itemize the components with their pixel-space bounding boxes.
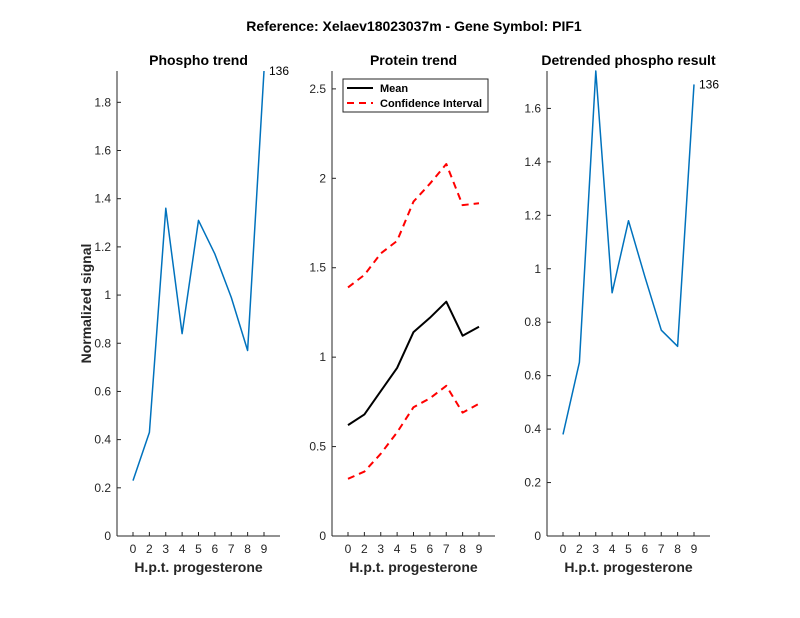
detrended-phospho-panel: Detrended phospho result H.p.t. progeste… — [524, 52, 719, 575]
detrended-phospho-xtick-label: 0 — [560, 542, 567, 556]
protein-trend-ytick-label: 0 — [319, 529, 326, 543]
detrended-phospho-xtick-label: 9 — [691, 542, 698, 556]
protein-trend-title: Protein trend — [370, 52, 457, 68]
phospho-trend-xtick-label: 7 — [228, 542, 235, 556]
protein-trend-xtick-label: 2 — [361, 542, 368, 556]
legend-mean-label: Mean — [380, 83, 408, 95]
protein-trend-panel: Protein trend H.p.t. progesterone 0 0.5 1 1… — [309, 52, 495, 575]
phospho-trend-xtick-label: 3 — [162, 542, 169, 556]
phospho-trend-ytick-label: 1 — [104, 288, 111, 302]
ci-lower-line — [347, 384, 480, 480]
phospho-trend-ytick-label: 1.8 — [94, 95, 111, 109]
phospho-trend-ytick-label: 0.6 — [94, 384, 111, 398]
phospho-trend-ytick-label: 1.6 — [94, 144, 111, 158]
protein-trend-xtick-label: 8 — [459, 542, 466, 556]
detrended-phospho-ytick-label: 1.6 — [524, 101, 541, 115]
protein-trend-xtick-label: 6 — [427, 542, 434, 556]
phospho-trend-ytick-label: 0.4 — [94, 433, 111, 447]
detrended-phospho-ytick-label: 0.8 — [524, 315, 541, 329]
phospho-trend-ytick-label: 1.4 — [94, 192, 111, 206]
detrended-phospho-xtick-label: 7 — [658, 542, 665, 556]
phospho-trend-ytick-label: 0.2 — [94, 481, 111, 495]
protein-trend-ytick-label: 0.5 — [309, 440, 326, 454]
protein-trend-xtick-label: 4 — [394, 542, 401, 556]
protein-trend-xtick-label: 5 — [410, 542, 417, 556]
phospho-trend-ytick-label: 0 — [104, 529, 111, 543]
legend-ci-label: Confidence Interval — [380, 98, 482, 110]
detrended-phospho-ytick-label: 0 — [534, 529, 541, 543]
detrended-phospho-ytick-label: 0.4 — [524, 422, 541, 436]
phospho-trend-xtick-label: 0 — [130, 542, 137, 556]
phospho-trend-xtick-label: 2 — [146, 542, 153, 556]
phospho-trend-line — [132, 70, 265, 481]
detrended-phospho-xtick-label: 5 — [625, 542, 632, 556]
detrended-phospho-xtick-label: 3 — [592, 542, 599, 556]
detrended-phospho-line — [562, 70, 695, 435]
protein-trend-xtick-label: 3 — [377, 542, 384, 556]
detrended-phospho-ytick-label: 1.2 — [524, 208, 541, 222]
protein-trend-xtick-label: 7 — [443, 542, 450, 556]
figure-title: Reference: Xelaev18023037m - Gene Symbol… — [246, 18, 582, 34]
phospho-trend-ytick-label: 0.8 — [94, 336, 111, 350]
protein-trend-xtick-label: 9 — [476, 542, 483, 556]
protein-trend-legend: Mean Confidence Interval — [342, 78, 489, 113]
detrended-phospho-title: Detrended phospho result — [541, 52, 716, 68]
phospho-trend-xtick-label: 5 — [195, 542, 202, 556]
protein-trend-ytick-label: 1 — [319, 350, 326, 364]
detrended-phospho-xlabel: H.p.t. progesterone — [564, 559, 693, 575]
ci-upper-line — [347, 163, 480, 289]
detrended-phospho-ytick-label: 1.4 — [524, 155, 541, 169]
phospho-trend-xtick-label: 8 — [244, 542, 251, 556]
detrended-phospho-xtick-label: 4 — [609, 542, 616, 556]
phospho-trend-ylabel: Normalized signal — [78, 244, 94, 364]
detrended-phospho-ytick-label: 0.2 — [524, 476, 541, 490]
detrended-phospho-xtick-label: 2 — [576, 542, 583, 556]
phospho-trend-annotation: 136 — [269, 64, 289, 78]
mean-line — [347, 300, 480, 426]
protein-trend-ytick-label: 1.5 — [309, 261, 326, 275]
phospho-trend-panel: Phospho trend H.p.t. progesterone Normal… — [78, 52, 289, 575]
detrended-phospho-ytick-label: 1 — [534, 262, 541, 276]
protein-trend-xlabel: H.p.t. progesterone — [349, 559, 478, 575]
detrended-phospho-annotation: 136 — [699, 77, 719, 91]
phospho-trend-title: Phospho trend — [149, 52, 248, 68]
protein-trend-ytick-label: 2 — [319, 171, 326, 185]
detrended-phospho-xtick-label: 6 — [642, 542, 649, 556]
detrended-phospho-ytick-label: 0.6 — [524, 369, 541, 383]
phospho-trend-xtick-label: 4 — [179, 542, 186, 556]
protein-trend-xtick-label: 0 — [345, 542, 352, 556]
phospho-trend-ytick-label: 1.2 — [94, 240, 111, 254]
detrended-phospho-xtick-label: 8 — [674, 542, 681, 556]
protein-trend-ytick-label: 2.5 — [309, 82, 326, 96]
legend-box — [342, 78, 489, 113]
phospho-trend-xtick-label: 6 — [212, 542, 219, 556]
phospho-trend-xlabel: H.p.t. progesterone — [134, 559, 263, 575]
phospho-trend-xtick-label: 9 — [261, 542, 268, 556]
